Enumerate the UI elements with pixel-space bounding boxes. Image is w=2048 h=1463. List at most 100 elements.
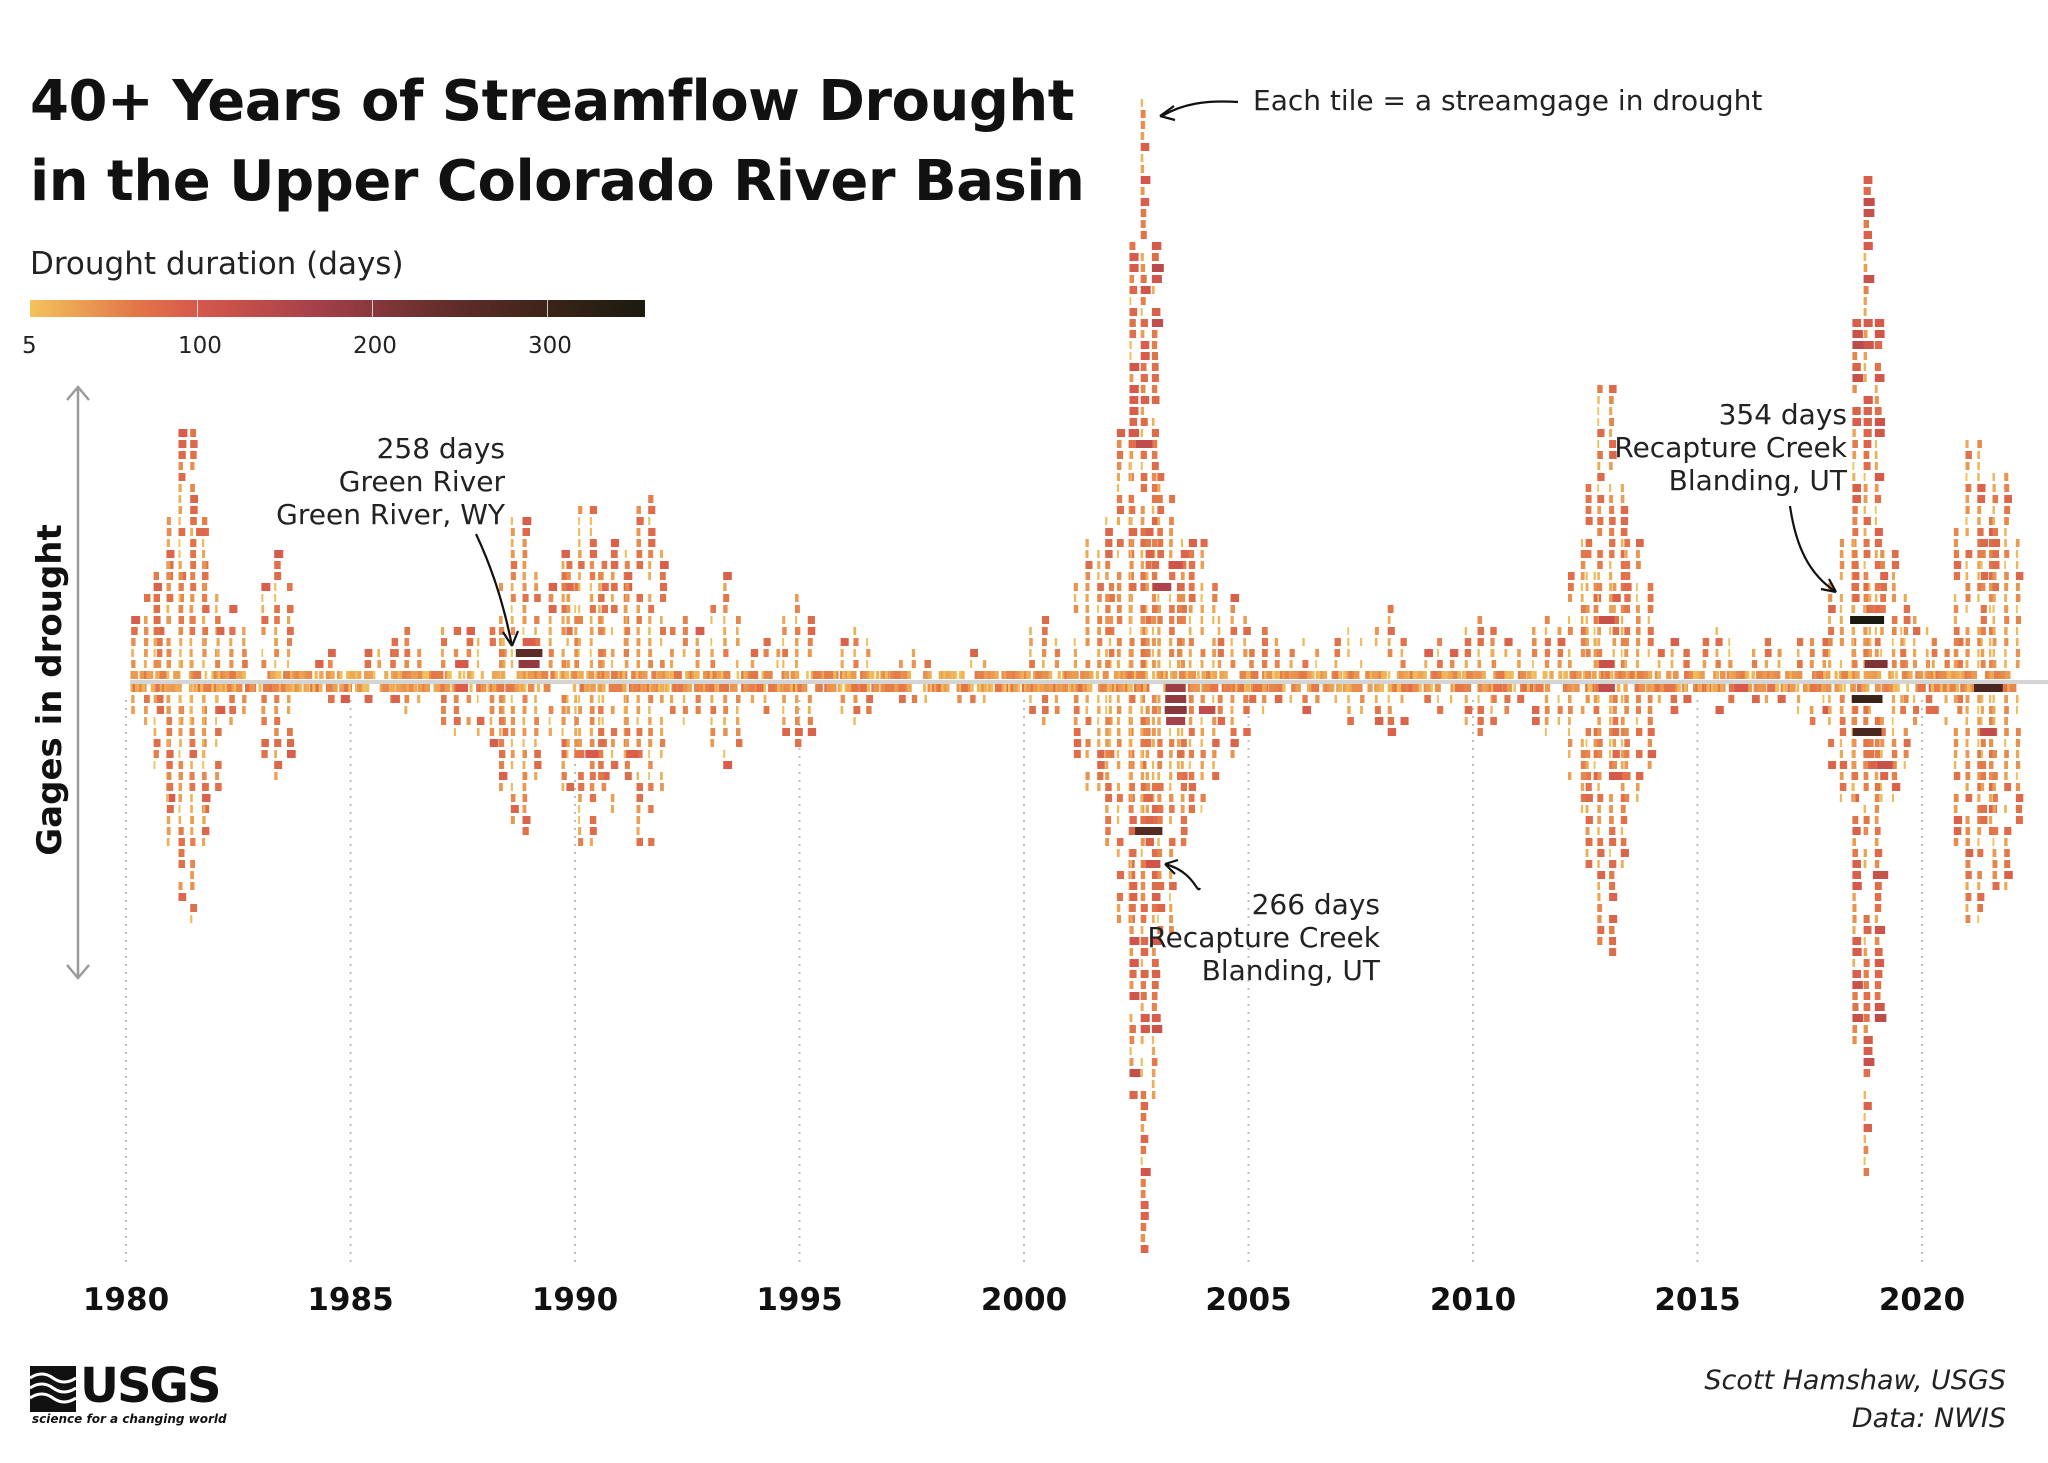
drought-tile [648,638,652,646]
drought-tile [624,550,627,558]
drought-tile [1585,616,1588,624]
drought-tile [1863,572,1869,580]
drought-tile [357,671,362,679]
drought-tile [1609,871,1615,879]
drought-tile [1140,187,1145,195]
drought-tile [1140,915,1147,923]
drought-tile [1400,695,1404,703]
drought-tile [548,605,557,613]
drought-tile [648,695,654,703]
drought-tile [636,805,641,813]
drought-tile [1609,495,1614,503]
drought-tile [1169,904,1173,912]
drought-tile [1624,649,1629,657]
drought-tile [534,638,541,646]
drought-tile [1597,583,1603,591]
drought-tile [1105,827,1111,835]
drought-tile [1863,484,1868,492]
drought-tile [559,671,563,679]
drought-tile [1129,915,1133,923]
drought-tile [1322,671,1328,679]
drought-tile [1188,739,1192,747]
drought-tile [1302,706,1312,714]
drought-tile [795,638,799,646]
drought-tile [1953,649,1959,657]
drought-tile [1097,750,1105,758]
drought-tile [1477,728,1483,736]
drought-tile [846,671,850,679]
drought-tile [1200,761,1204,769]
drought-tile [215,594,219,602]
drought-tile [1624,594,1631,602]
drought-tile [1863,297,1867,305]
drought-tile [190,528,193,536]
drought-tile [1874,915,1878,923]
drought-tile [1129,429,1140,437]
drought-tile [1477,627,1484,635]
drought-tile [466,717,471,725]
drought-tile [1868,761,1877,769]
drought-tile [287,695,291,703]
drought-tile [1073,671,1079,679]
drought-tile [1506,671,1510,679]
drought-tile [1532,717,1540,725]
drought-tile [1847,671,1851,679]
drought-tile [1129,462,1132,470]
drought-tile [1526,671,1532,679]
drought-tile [1863,605,1871,613]
drought-tile [670,649,674,657]
drought-tile [476,717,485,725]
drought-tile [204,684,212,692]
drought-tile [1580,649,1585,657]
drought-tile [1597,594,1600,602]
drought-tile [2004,583,2009,591]
drought-tile [1151,484,1158,492]
drought-tile [1965,750,1970,758]
drought-tile [1151,739,1155,747]
drought-tile [1464,706,1473,714]
drought-tile [1942,671,1949,679]
drought-tile [1568,616,1571,624]
drought-tile [1868,638,1872,646]
x-tick-1985: 1985 [307,1282,394,1318]
drought-tile [1180,838,1187,846]
drought-tile [1230,638,1233,646]
drought-tile [1151,638,1156,646]
drought-tile [1585,649,1591,657]
drought-tile [1609,385,1617,393]
drought-tile [648,750,650,758]
drought-tile [1200,627,1204,635]
drought-tile [1854,671,1860,679]
drought-tile [1977,893,1985,901]
drought-tile [1880,772,1889,780]
drought-tile [655,671,661,679]
drought-tile [1097,550,1100,558]
callout-1988 [475,533,514,647]
drought-tile [404,695,410,703]
drought-tile [1977,827,1982,835]
drought-tile [1852,528,1859,536]
drought-tile [178,517,181,525]
drought-tile [510,572,516,580]
drought-tile [2004,717,2008,725]
drought-tile [598,772,604,780]
drought-tile [1874,926,1886,934]
drought-tile [1863,981,1869,989]
drought-tile [703,684,708,692]
drought-tile [2015,616,2021,624]
x-tick-2015: 2015 [1654,1282,1741,1318]
drought-tile [179,739,182,747]
drought-tile [1992,550,1999,558]
drought-tile [1634,671,1638,679]
drought-tile [1620,728,1626,736]
drought-tile [1597,893,1601,901]
drought-tile [1048,684,1054,692]
drought-tile [224,671,230,679]
drought-tile [229,660,234,668]
drought-tile [1992,649,1995,657]
usgs-logo-tagline: science for a changing world [32,1412,227,1426]
drought-tile [449,671,452,679]
drought-tile [2004,572,2009,580]
drought-tile [1620,761,1624,769]
drought-tile [589,594,594,602]
